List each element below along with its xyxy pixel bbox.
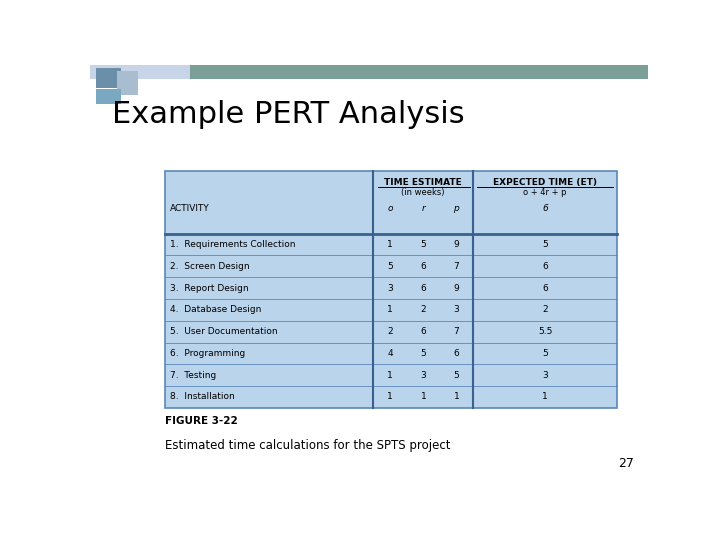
Text: 5: 5 [542,349,548,358]
Text: 7.  Testing: 7. Testing [170,370,216,380]
Text: 1: 1 [542,393,548,401]
Text: 5: 5 [420,349,426,358]
Text: 7: 7 [454,262,459,271]
Text: 2: 2 [420,305,426,314]
Text: Estimated time calculations for the SPTS project: Estimated time calculations for the SPTS… [166,439,451,452]
Text: 5.  User Documentation: 5. User Documentation [170,327,277,336]
FancyBboxPatch shape [96,68,121,87]
FancyBboxPatch shape [166,171,617,408]
Text: 8.  Installation: 8. Installation [170,393,235,401]
Text: 3: 3 [387,284,393,293]
Text: 2: 2 [542,305,548,314]
Text: 9: 9 [454,240,459,249]
Text: 4: 4 [387,349,393,358]
Text: 6: 6 [420,284,426,293]
Text: r: r [422,204,426,213]
Text: 5: 5 [387,262,393,271]
Text: 3.  Report Design: 3. Report Design [170,284,248,293]
Text: (in weeks): (in weeks) [401,188,445,197]
FancyBboxPatch shape [190,65,648,79]
Text: 6: 6 [454,349,459,358]
Text: 3: 3 [420,370,426,380]
Text: 9: 9 [454,284,459,293]
Text: 6: 6 [420,327,426,336]
Text: 7: 7 [454,327,459,336]
Text: 6: 6 [542,204,548,213]
Text: 6.  Programming: 6. Programming [170,349,245,358]
Text: 3: 3 [454,305,459,314]
FancyBboxPatch shape [90,65,648,79]
Text: 2: 2 [387,327,393,336]
Text: EXPECTED TIME (ET): EXPECTED TIME (ET) [493,178,597,187]
Text: 6: 6 [542,262,548,271]
Text: 27: 27 [618,457,634,470]
FancyBboxPatch shape [117,79,138,94]
Text: FIGURE 3-22: FIGURE 3-22 [166,416,238,426]
Text: 1: 1 [387,305,393,314]
Text: 2.  Screen Design: 2. Screen Design [170,262,249,271]
Text: o + 4r + p: o + 4r + p [523,188,567,197]
Text: 6: 6 [542,284,548,293]
Text: 6: 6 [420,262,426,271]
Text: 5: 5 [454,370,459,380]
Text: 1.  Requirements Collection: 1. Requirements Collection [170,240,295,249]
Text: 1: 1 [387,393,393,401]
Text: p: p [454,204,459,213]
Text: o: o [387,204,393,213]
Text: TIME ESTIMATE: TIME ESTIMATE [384,178,462,187]
Text: 3: 3 [542,370,548,380]
Text: 1: 1 [387,240,393,249]
Text: 5: 5 [542,240,548,249]
Text: 4.  Database Design: 4. Database Design [170,305,261,314]
Text: Example PERT Analysis: Example PERT Analysis [112,100,465,129]
Text: 1: 1 [454,393,459,401]
Text: 5.5: 5.5 [538,327,552,336]
Text: 1: 1 [420,393,426,401]
FancyBboxPatch shape [96,89,121,104]
FancyBboxPatch shape [117,71,138,79]
Text: ACTIVITY: ACTIVITY [170,204,210,213]
Text: 1: 1 [387,370,393,380]
Text: 5: 5 [420,240,426,249]
